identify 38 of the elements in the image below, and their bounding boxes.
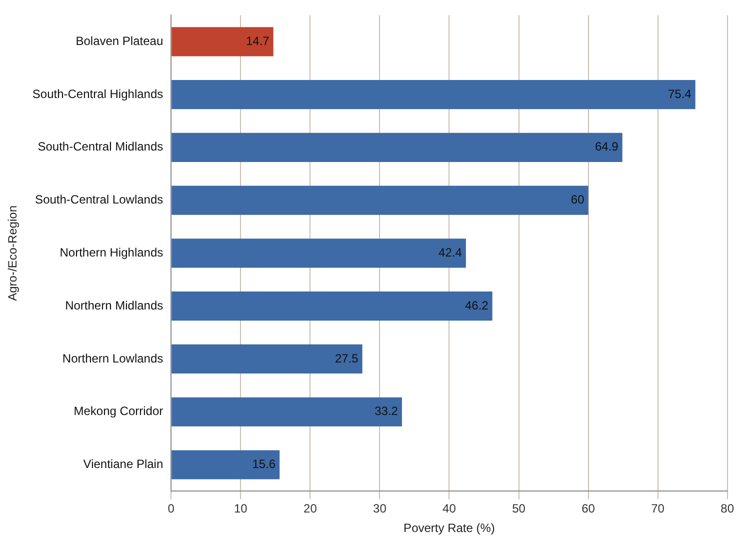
- bar: [172, 186, 588, 215]
- data-label: 75.4: [668, 86, 692, 101]
- bar: [172, 80, 696, 110]
- y-tick-label: South-Central Lowlands: [35, 192, 164, 207]
- x-tick-label: 40: [442, 502, 456, 516]
- bar: [172, 292, 492, 321]
- x-tick-label: 80: [720, 502, 734, 516]
- x-tick-label: 60: [582, 502, 596, 516]
- y-tick-label: South-Central Midlands: [38, 140, 164, 154]
- bar: [172, 238, 466, 268]
- y-tick-label: Northern Lowlands: [62, 351, 164, 366]
- bar: [172, 132, 622, 162]
- x-tick-label: 30: [373, 502, 387, 516]
- data-label: 14.7: [246, 34, 270, 48]
- data-label: 46.2: [464, 298, 489, 312]
- bar: [172, 450, 280, 480]
- y-tick-label: Northern Midlands: [65, 298, 164, 312]
- bar: [172, 27, 274, 56]
- bar: [172, 344, 362, 374]
- x-tick-label: 0: [168, 502, 175, 516]
- y-tick-label: South-Central Highlands: [32, 86, 164, 101]
- y-axis-title: Agro-/Eco-Region: [6, 206, 20, 301]
- y-tick-label: Bolaven Plateau: [76, 34, 164, 48]
- y-tick-label: Mekong Corridor: [74, 404, 164, 418]
- y-tick-label: Vientiane Plain: [83, 457, 164, 472]
- data-label: 27.5: [334, 351, 359, 366]
- data-label: 15.6: [252, 457, 276, 472]
- data-label: 64.9: [594, 140, 619, 154]
- x-tick-label: 70: [651, 502, 665, 516]
- y-tick-label: Northern Highlands: [60, 246, 164, 260]
- data-label: 33.2: [374, 404, 398, 418]
- data-label: 42.4: [438, 246, 462, 260]
- data-label: 60: [570, 192, 585, 207]
- bar: [172, 397, 402, 426]
- x-tick-label: 20: [304, 502, 318, 516]
- x-tick-label: 50: [512, 502, 526, 516]
- x-tick-label: 10: [234, 502, 248, 516]
- x-axis-title: Poverty Rate (%): [404, 521, 495, 536]
